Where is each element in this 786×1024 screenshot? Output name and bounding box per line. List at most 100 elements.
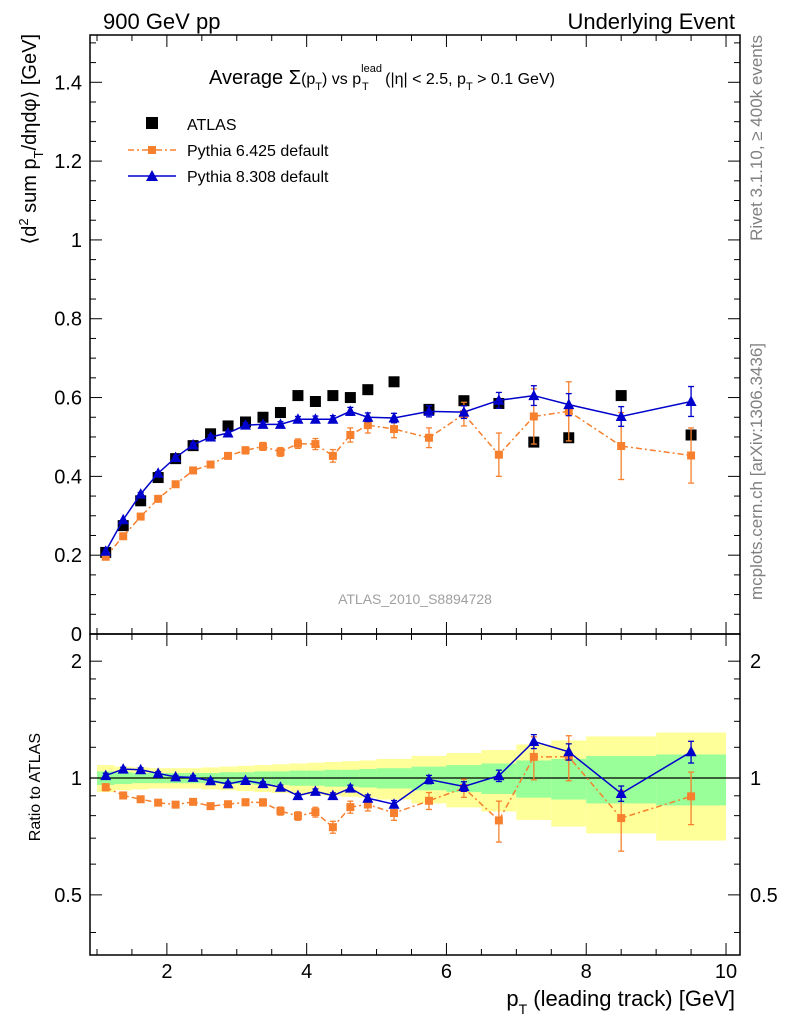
point-pythia8	[327, 789, 339, 801]
legend-label-pythia8: Pythia 8.308 default	[187, 169, 329, 186]
point-pythia8	[493, 394, 505, 405]
point-pythia8	[344, 782, 356, 793]
point-atlas	[615, 390, 627, 402]
point-pythia6	[390, 425, 399, 434]
legend: ATLAS Pythia 6.425 default Pythia 8.308 …	[128, 117, 329, 186]
point-atlas	[344, 392, 356, 404]
point-atlas	[257, 411, 269, 423]
x-tick-label: 4	[301, 961, 312, 983]
point-pythia6	[171, 800, 180, 809]
point-pythia6	[424, 433, 433, 442]
point-pythia8	[205, 774, 217, 786]
point-pythia6	[293, 439, 302, 448]
legend-label-pythia6: Pythia 6.425 default	[187, 143, 329, 160]
point-pythia6	[494, 450, 503, 459]
point-pythia6	[424, 796, 433, 805]
point-pythia8	[292, 413, 304, 424]
point-pythia6	[101, 552, 110, 561]
point-pythia8	[388, 798, 400, 809]
point-pythia8	[152, 467, 164, 478]
point-pythia6	[328, 451, 337, 460]
x-tick-label: 10	[715, 961, 737, 983]
legend-marker-pythia8	[146, 170, 158, 181]
series-line	[105, 410, 692, 558]
point-pythia6	[136, 512, 145, 521]
point-atlas	[362, 384, 374, 396]
point-pythia8	[222, 427, 234, 438]
x-axis-label: pT (leading track) [GeV]	[506, 986, 735, 1017]
legend-label-atlas: ATLAS	[187, 117, 237, 134]
point-pythia8	[458, 406, 470, 417]
point-pythia6	[617, 814, 626, 823]
point-pythia8	[528, 389, 540, 401]
point-pythia8	[274, 781, 286, 792]
point-pythia8	[423, 405, 435, 416]
point-pythia8	[152, 767, 164, 778]
point-pythia6	[258, 798, 267, 807]
point-pythia6	[529, 752, 538, 761]
point-pythia6	[224, 800, 233, 809]
point-pythia8	[292, 789, 304, 801]
point-pythia6	[206, 460, 215, 469]
y-tick-label: 1	[71, 230, 82, 252]
side-label-top: Rivet 3.1.10, ≥ 400k events	[747, 35, 766, 241]
point-pythia6	[101, 783, 110, 792]
header-right: Underlying Event	[567, 9, 735, 34]
point-pythia8	[327, 413, 339, 424]
point-pythia8	[100, 769, 112, 781]
point-pythia6	[687, 792, 696, 801]
point-pythia6	[119, 532, 128, 541]
point-pythia6	[136, 795, 145, 804]
point-pythia8	[240, 774, 252, 786]
point-pythia6	[346, 430, 355, 439]
point-pythia8	[170, 770, 182, 782]
ratio-tick-label-right: 2	[750, 651, 761, 673]
point-pythia6	[154, 494, 163, 503]
ratio-tick-label: 2	[71, 651, 82, 673]
point-pythia6	[119, 791, 128, 800]
point-pythia6	[206, 802, 215, 811]
point-atlas	[458, 395, 470, 407]
point-pythia6	[241, 446, 250, 455]
point-atlas	[327, 390, 339, 402]
point-pythia6	[276, 447, 285, 456]
y-tick-label: 1.2	[54, 151, 82, 173]
point-atlas	[222, 420, 234, 432]
point-pythia6	[363, 421, 372, 430]
point-pythia6	[154, 798, 163, 807]
chart-title: Average Σ(pT) vs plead T (|η| < 2.5, pT >…	[209, 63, 555, 93]
point-pythia8	[117, 513, 129, 525]
point-pythia8	[615, 410, 627, 421]
point-pythia8	[388, 412, 400, 423]
point-pythia8	[135, 763, 147, 775]
point-pythia6	[328, 823, 337, 832]
point-atlas	[309, 395, 321, 407]
point-pythia6	[276, 807, 285, 816]
header-left: 900 GeV pp	[103, 9, 220, 34]
point-pythia6	[224, 451, 233, 460]
point-pythia6	[529, 412, 538, 421]
ratio-y-axis-label: Ratio to ATLAS	[27, 733, 44, 841]
x-tick-label: 6	[441, 961, 452, 983]
y-tick-label: 0	[71, 624, 82, 646]
point-pythia6	[293, 811, 302, 820]
point-atlas	[292, 390, 304, 402]
point-pythia8	[205, 430, 217, 442]
point-pythia8	[309, 785, 321, 796]
point-pythia8	[240, 419, 252, 430]
point-pythia6	[494, 816, 503, 825]
y-tick-label: 0.4	[54, 466, 82, 488]
point-pythia6	[390, 809, 399, 818]
ratio-tick-label-right: 0.5	[750, 885, 778, 907]
point-pythia6	[363, 800, 372, 809]
point-pythia8	[563, 745, 575, 757]
point-pythia8	[362, 792, 374, 803]
analysis-id: ATLAS_2010_S8894728	[338, 591, 492, 607]
point-pythia8	[117, 763, 129, 774]
point-pythia6	[311, 808, 320, 817]
y-tick-label: 0.2	[54, 545, 82, 567]
x-tick-label: 2	[161, 961, 172, 983]
point-pythia8	[274, 418, 286, 429]
point-pythia8	[458, 780, 470, 791]
y-tick-label: 0.6	[54, 388, 82, 410]
